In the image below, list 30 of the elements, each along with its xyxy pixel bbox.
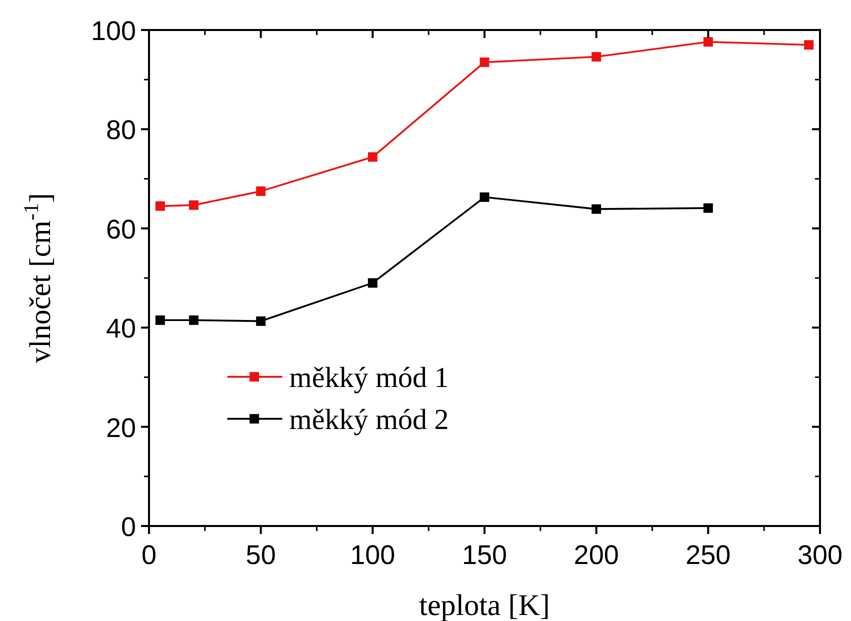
point <box>592 204 602 214</box>
x-tick-label: 50 <box>246 540 276 570</box>
y-tick-label: 40 <box>106 314 136 344</box>
point <box>155 315 165 325</box>
point <box>256 316 266 326</box>
point <box>188 315 198 325</box>
point <box>703 203 713 213</box>
point <box>256 186 266 196</box>
point <box>368 278 378 288</box>
point <box>592 52 602 62</box>
x-tick-label: 100 <box>350 540 396 570</box>
point <box>480 57 490 67</box>
y-tick-label: 60 <box>106 214 136 244</box>
point <box>480 192 490 202</box>
x-tick-label: 300 <box>797 540 843 570</box>
legend-label: měkký mód 1 <box>289 362 449 394</box>
x-tick-label: 250 <box>686 540 731 570</box>
point <box>188 200 198 210</box>
point <box>155 201 165 211</box>
x-tick-label: 0 <box>141 540 157 570</box>
x-tick-label: 150 <box>462 540 508 570</box>
point <box>804 40 814 50</box>
y-tick-label: 80 <box>106 115 136 146</box>
y-tick-label: 100 <box>90 16 136 46</box>
legend-label: měkký mód 2 <box>289 404 449 436</box>
y-tick-label: 0 <box>120 512 136 542</box>
x-tick-label: 200 <box>574 540 619 570</box>
point <box>368 152 378 162</box>
y-tick-label: 20 <box>106 412 136 443</box>
point <box>703 37 713 47</box>
